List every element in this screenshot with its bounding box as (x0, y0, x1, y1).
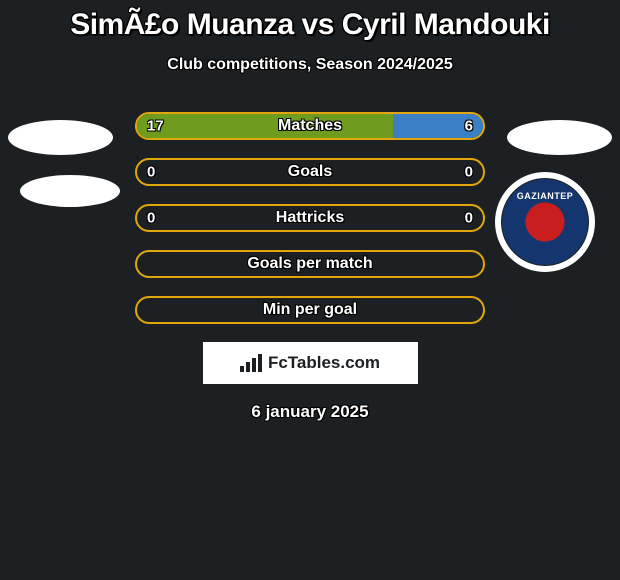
bar-label: Goals per match (247, 255, 372, 273)
club-badge-text: GAZIANTEP (502, 191, 588, 201)
bar-row: 0 0 Hattricks (135, 204, 485, 232)
watermark-text: FcTables.com (268, 353, 380, 373)
bar-label: Min per goal (263, 301, 357, 319)
bar-label: Matches (278, 117, 342, 135)
bar-value-right: 0 (465, 210, 473, 227)
bars-icon (240, 354, 262, 372)
player2-avatar-1 (507, 120, 612, 155)
bar-left-fill (137, 114, 393, 138)
bar-value-left: 17 (147, 118, 164, 135)
bar-row: 17 6 Matches (135, 112, 485, 140)
bar-value-left: 0 (147, 210, 155, 227)
bar-row: Min per goal (135, 296, 485, 324)
watermark: FcTables.com (203, 342, 418, 384)
bar-row: Goals per match (135, 250, 485, 278)
bar-label: Hattricks (276, 209, 344, 227)
club-badge: GAZIANTEP (495, 172, 595, 272)
page-title: SimÃ£o Muanza vs Cyril Mandouki (0, 0, 620, 42)
bar-value-left: 0 (147, 164, 155, 181)
bar-value-right: 0 (465, 164, 473, 181)
player1-avatar-2 (20, 175, 120, 207)
date-label: 6 january 2025 (0, 402, 620, 422)
subtitle: Club competitions, Season 2024/2025 (0, 56, 620, 74)
bar-value-right: 6 (465, 118, 473, 135)
bar-label: Goals (288, 163, 332, 181)
player1-avatar-1 (8, 120, 113, 155)
bar-row: 0 0 Goals (135, 158, 485, 186)
